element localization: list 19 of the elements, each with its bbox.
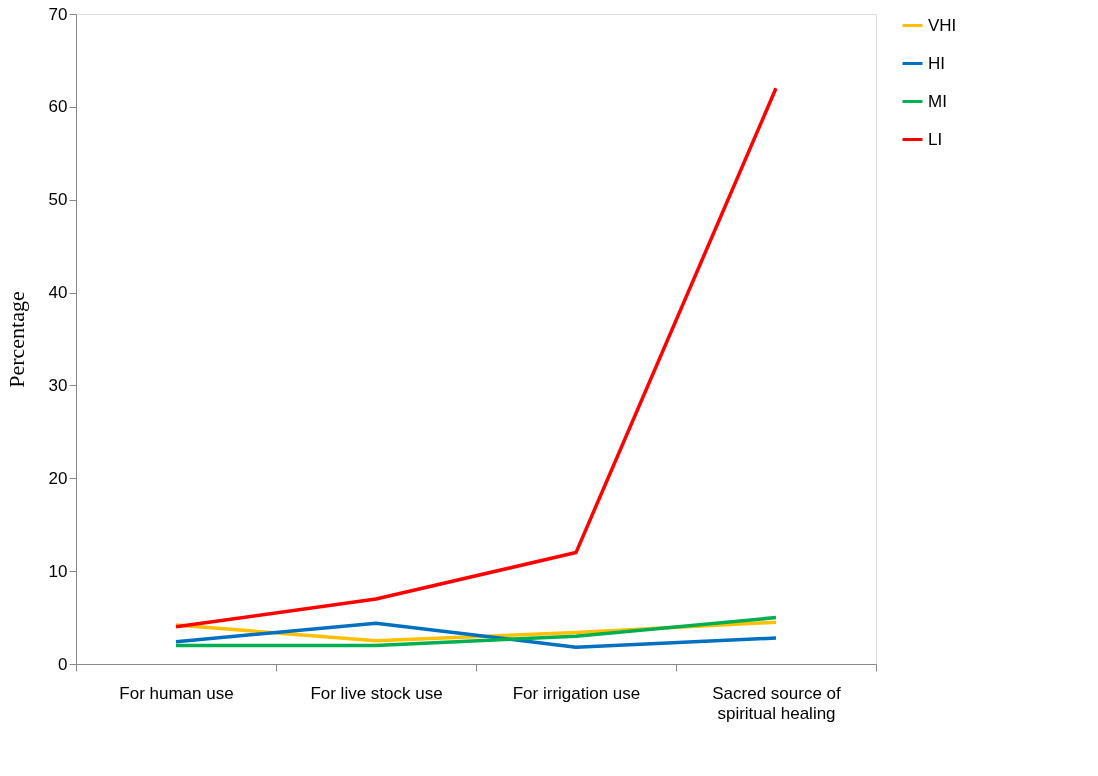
legend-label: HI	[928, 53, 945, 73]
y-tick-label: 70	[48, 4, 68, 24]
x-tick-label: Sacred source of spiritual healing	[712, 683, 842, 723]
y-tick-label: 40	[48, 283, 68, 303]
y-tick-label: 0	[58, 654, 68, 674]
y-tick-label: 30	[48, 375, 68, 395]
y-tick-label: 10	[48, 561, 68, 581]
x-tick-label: For irrigation use	[512, 683, 641, 703]
x-tick-label: For live stock use	[310, 683, 443, 703]
legend-label: VHI	[928, 15, 957, 35]
x-tick-label: For human use	[119, 683, 234, 703]
legend-label: LI	[928, 129, 943, 149]
line-series	[174, 621, 778, 650]
y-axis-title: Percentage	[3, 291, 29, 388]
line-series	[174, 86, 778, 629]
legend-label: MI	[928, 91, 947, 111]
y-tick-label: 50	[48, 190, 68, 210]
y-tick-label: 20	[48, 468, 68, 488]
y-tick-label: 60	[48, 97, 68, 117]
